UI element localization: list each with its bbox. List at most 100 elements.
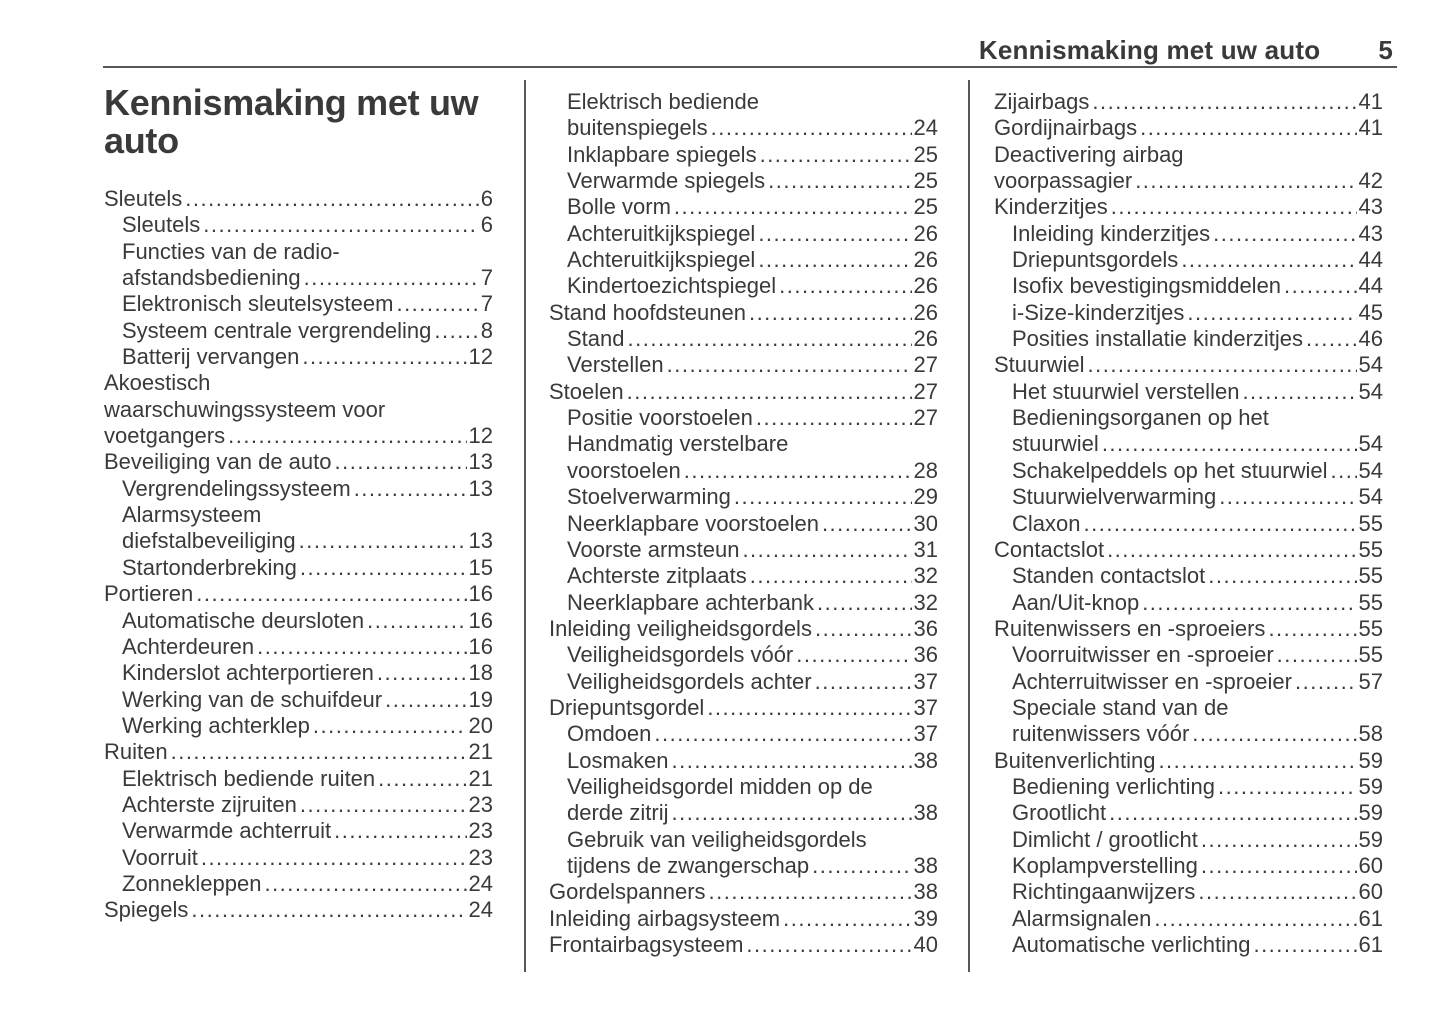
toc-entry-label: Driepuntsgordel xyxy=(549,694,705,720)
toc-entry: Verwarmde achterruit 23 xyxy=(104,818,493,844)
toc-entry-page-number: 28 xyxy=(913,457,938,483)
toc-leader-dots xyxy=(812,853,911,879)
toc-entry: Omdoen 37 xyxy=(549,721,938,747)
toc-entry-label: Voorruitwisser en -sproeier xyxy=(1012,642,1274,668)
toc-entry: Bolle vorm 25 xyxy=(549,194,938,220)
toc-leader-dots xyxy=(667,352,912,378)
toc-entry-page-number: 57 xyxy=(1358,668,1383,694)
toc-entry-page-number: 41 xyxy=(1358,89,1383,114)
toc-entry-label: Verstellen xyxy=(567,352,664,378)
running-header-title: Kennismaking met uw auto xyxy=(978,35,1321,65)
toc-entry-label: tijdens de zwangerschap xyxy=(567,852,810,878)
toc-leader-dots xyxy=(257,634,466,660)
toc-entry-label: Grootlicht xyxy=(1012,800,1107,826)
toc-entry-page-number: 37 xyxy=(913,694,938,720)
toc-entry-label: Elektronisch sleutelsysteem xyxy=(122,291,394,317)
toc-leader-dots xyxy=(815,616,912,642)
toc-leader-dots xyxy=(300,792,467,818)
toc-leader-dots xyxy=(1277,642,1357,668)
toc-entry-label: afstandsbediening xyxy=(122,265,301,291)
toc-entry-page-number: 30 xyxy=(913,510,938,536)
toc-entry: Vergrendelingssysteem 13 xyxy=(104,476,493,502)
toc-entry-page-number: 7 xyxy=(480,265,493,291)
toc-entry-label: Kinderslot achterportieren xyxy=(122,660,374,686)
toc-entry-label: Standen contactslot xyxy=(1012,563,1206,589)
toc-entry-page-number: 46 xyxy=(1358,326,1383,352)
toc-entry: Achteruitkijkspiegel 26 xyxy=(549,221,938,247)
toc-entry-page-number: 43 xyxy=(1358,194,1383,220)
toc-entry-label: Startonderbreking xyxy=(122,554,297,580)
toc-leader-dots xyxy=(684,458,912,484)
toc-entry-label: Werking van de schuifdeur xyxy=(122,686,383,712)
toc-entry-page-number: 27 xyxy=(913,378,938,404)
toc-leader-dots xyxy=(1268,616,1356,642)
toc-entry-page-number: 38 xyxy=(913,747,938,773)
toc-entry: stuurwiel 54 xyxy=(994,431,1383,457)
toc-entry-label: Spiegels xyxy=(104,897,189,923)
toc-entry-label: derde zitrij xyxy=(567,800,669,826)
toc-entry-page-number: 55 xyxy=(1358,615,1383,641)
toc-entry-label: Achterdeuren xyxy=(122,633,255,659)
toc-entry: Sleutels 6 xyxy=(104,212,493,238)
toc-entry-label: Kindertoezichtspiegel xyxy=(567,273,777,299)
toc-entry: Beveiliging van de auto 13 xyxy=(104,449,493,475)
toc-entry: voorstoelen 28 xyxy=(549,458,938,484)
toc-leader-dots xyxy=(201,845,467,871)
toc-entry-page-number: 61 xyxy=(1358,905,1383,931)
toc-leader-dots xyxy=(1213,221,1356,247)
toc-entry-page-number: 16 xyxy=(468,607,493,633)
toc-entry-label: Claxon xyxy=(1012,510,1081,536)
header-rule xyxy=(103,66,1397,68)
toc-entry-label: Voorste armsteun xyxy=(567,536,740,562)
toc-entry-label: Bedieningsorganen op het xyxy=(1012,405,1269,431)
toc-entry: Isofix bevestigingsmiddelen 44 xyxy=(994,273,1383,299)
toc-leader-dots xyxy=(171,739,467,765)
toc-entry-page-number: 18 xyxy=(468,660,493,686)
toc-leader-dots xyxy=(385,687,466,713)
toc-entry-page-number: 24 xyxy=(468,897,493,923)
toc-entry-page-number: 26 xyxy=(913,220,938,246)
toc-entry-label: Ruitenwissers en -sproeiers xyxy=(994,615,1266,641)
toc-entry-page-number: 59 xyxy=(1358,747,1383,773)
toc-entry-continuation: Bedieningsorganen op het xyxy=(994,405,1383,431)
toc-entry-page-number: 23 xyxy=(468,791,493,817)
toc-leader-dots xyxy=(1218,774,1356,800)
toc-entry-label: Bolle vorm xyxy=(567,194,671,220)
toc-leader-dots xyxy=(707,695,911,721)
toc-entry: Achterste zijruiten 23 xyxy=(104,792,493,818)
toc-entry-page-number: 41 xyxy=(1358,115,1383,141)
toc-entry: diefstalbeveiliging 13 xyxy=(104,528,493,554)
toc-entry-continuation: Alarmsysteem xyxy=(104,502,493,528)
toc-entry-label: Gebruik van veiligheidsgordels xyxy=(567,826,867,852)
toc-leader-dots xyxy=(396,291,478,317)
toc-leader-dots xyxy=(264,871,466,897)
toc-leader-dots xyxy=(709,879,912,905)
toc-entry-label: ruitenwissers vóór xyxy=(1012,721,1190,747)
toc-entry-page-number: 38 xyxy=(913,852,938,878)
toc-leader-dots xyxy=(1192,721,1356,747)
toc-entry-label: Beveiliging van de auto xyxy=(104,449,332,475)
toc-entry-label: Speciale stand van de xyxy=(1012,694,1229,720)
toc-entry: Achterste zitplaats 32 xyxy=(549,563,938,589)
toc-leader-dots xyxy=(313,713,467,739)
toc-entry: Automatische verlichting 61 xyxy=(994,932,1383,958)
toc-entry-page-number: 13 xyxy=(468,475,493,501)
toc-entry-label: i-Size-kinderzitjes xyxy=(1012,299,1185,325)
toc-entry: Batterij vervangen 12 xyxy=(104,344,493,370)
toc-entry-label: Inleiding airbagsysteem xyxy=(549,905,781,931)
toc-entry: Bediening verlichting 59 xyxy=(994,774,1383,800)
toc-entry-label: Verwarmde achterruit xyxy=(122,818,332,844)
toc-leader-dots xyxy=(671,800,911,826)
toc-entry-label: Achterruitwisser en -sproeier xyxy=(1012,668,1292,694)
toc-leader-dots xyxy=(758,247,911,273)
toc-leader-dots xyxy=(434,318,478,344)
toc-entry: Kinderzitjes 43 xyxy=(994,194,1383,220)
toc-entry-label: Veiligheidsgordel midden op de xyxy=(567,773,873,799)
toc-entry-page-number: 12 xyxy=(468,344,493,370)
toc-entry-page-number: 25 xyxy=(913,194,938,220)
toc-entry: Werking achterklep 20 xyxy=(104,713,493,739)
toc-column-3: Zijairbags 41 Gordijnairbags 41 Deactivering… xyxy=(994,89,1383,958)
toc-entry-continuation: Veiligheidsgordel midden op de xyxy=(549,774,938,800)
toc-entry: Verstellen 27 xyxy=(549,352,938,378)
toc-entry: Veiligheidsgordels achter 37 xyxy=(549,669,938,695)
